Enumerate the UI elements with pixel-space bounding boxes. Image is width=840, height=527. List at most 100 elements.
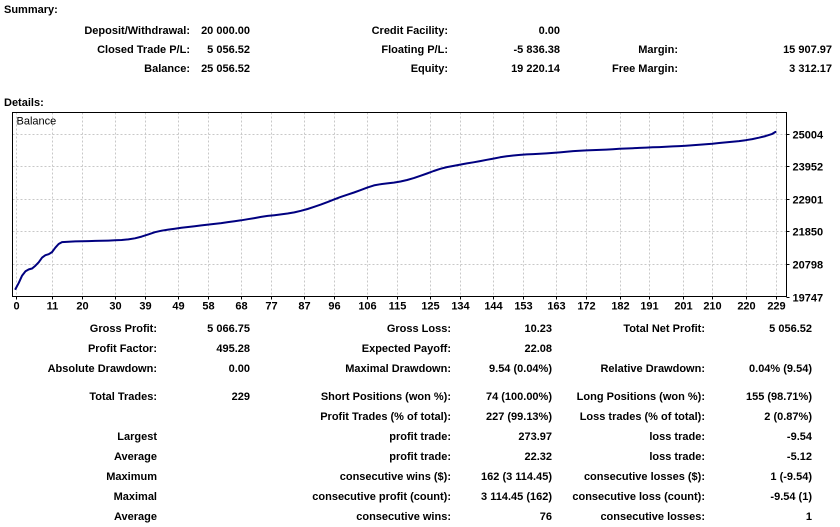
profit-trades-value: 227 (99.13%) xyxy=(485,411,552,423)
gross-loss-label: Gross Loss: xyxy=(386,323,451,335)
loss-trades-value: 2 (0.87%) xyxy=(764,411,812,423)
svg-text:134: 134 xyxy=(451,301,470,313)
absolute-drawdown-value: 0.00 xyxy=(228,363,250,375)
average-profit-trade-value: 22.32 xyxy=(524,451,552,463)
profit-trades-label: Profit Trades (% of total): xyxy=(320,411,451,423)
svg-text:77: 77 xyxy=(265,301,277,313)
avg-consecutive-wins-label: consecutive wins: xyxy=(356,511,451,523)
svg-text:20: 20 xyxy=(76,301,88,313)
short-positions-value: 74 (100.00%) xyxy=(485,391,552,403)
svg-text:19747: 19747 xyxy=(793,293,824,305)
maximal-consecutive-loss-label: consecutive loss (count): xyxy=(572,491,705,503)
avg-consecutive-wins-value: 76 xyxy=(539,511,552,523)
maximal-consecutive-profit-value: 3 114.45 (162) xyxy=(481,491,552,503)
largest-loss-trade-label: loss trade: xyxy=(649,431,705,443)
max-consecutive-wins-value: 162 (3 114.45) xyxy=(481,471,552,483)
max-consecutive-losses-value: 1 (-9.54) xyxy=(770,471,812,483)
svg-text:96: 96 xyxy=(328,301,340,313)
svg-text:25004: 25004 xyxy=(793,130,824,142)
max-consecutive-wins-label: consecutive wins ($): xyxy=(339,471,451,483)
gross-profit-value: 5 066.75 xyxy=(207,323,250,335)
margin-label: Margin: xyxy=(638,44,678,56)
svg-text:22901: 22901 xyxy=(793,195,824,207)
avg-consecutive-losses-label: consecutive losses: xyxy=(600,511,705,523)
loss-trades-label: Loss trades (% of total): xyxy=(579,411,705,423)
long-positions-value: 155 (98.71%) xyxy=(745,391,812,403)
svg-text:229: 229 xyxy=(767,301,785,313)
average-profit-trade-label: profit trade: xyxy=(389,451,451,463)
equity-label: Equity: xyxy=(410,63,448,75)
equity-value: 19 220.14 xyxy=(511,63,560,75)
margin-value: 15 907.97 xyxy=(783,44,832,56)
svg-text:11: 11 xyxy=(47,301,59,313)
svg-text:153: 153 xyxy=(514,301,532,313)
gross-profit-label: Gross Profit: xyxy=(89,323,157,335)
svg-text:58: 58 xyxy=(202,301,214,313)
largest-profit-trade-label: profit trade: xyxy=(389,431,451,443)
relative-drawdown-label: Relative Drawdown: xyxy=(600,363,705,375)
svg-text:201: 201 xyxy=(674,301,692,313)
average-loss-trade-value: -5.12 xyxy=(786,451,812,463)
svg-text:172: 172 xyxy=(577,301,595,313)
floating-pl-value: -5 836.38 xyxy=(513,44,560,56)
svg-text:125: 125 xyxy=(421,301,439,313)
closed-trade-pl-label: Closed Trade P/L: xyxy=(97,44,190,56)
relative-drawdown-value: 0.04% (9.54) xyxy=(749,363,812,375)
summary-heading: Summary: xyxy=(4,4,58,16)
svg-text:49: 49 xyxy=(172,301,184,313)
expected-payoff-value: 22.08 xyxy=(524,343,552,355)
svg-text:30: 30 xyxy=(109,301,121,313)
max-consecutive-losses-label: consecutive losses ($): xyxy=(583,471,705,483)
maximal-consecutive-profit-label: consecutive profit (count): xyxy=(312,491,451,503)
short-positions-label: Short Positions (won %): xyxy=(320,391,451,403)
svg-text:0: 0 xyxy=(13,301,19,313)
maximal-drawdown-label: Maximal Drawdown: xyxy=(345,363,451,375)
balance-value: 25 056.52 xyxy=(201,63,250,75)
largest-row-label: Largest xyxy=(117,431,157,443)
largest-profit-trade-value: 273.97 xyxy=(518,431,552,443)
total-net-profit-label: Total Net Profit: xyxy=(623,323,705,335)
average-loss-trade-label: loss trade: xyxy=(649,451,705,463)
svg-text:106: 106 xyxy=(358,301,376,313)
expected-payoff-label: Expected Payoff: xyxy=(361,343,451,355)
svg-text:115: 115 xyxy=(389,301,407,313)
deposit-withdrawal-value: 20 000.00 xyxy=(201,25,250,37)
free-margin-label: Free Margin: xyxy=(611,63,678,75)
svg-text:68: 68 xyxy=(235,301,247,313)
average-consec-row-label: Average xyxy=(113,511,157,523)
long-positions-label: Long Positions (won %): xyxy=(576,391,705,403)
svg-text:144: 144 xyxy=(484,301,503,313)
deposit-withdrawal-label: Deposit/Withdrawal: xyxy=(84,25,190,37)
svg-text:182: 182 xyxy=(611,301,629,313)
free-margin-value: 3 312.17 xyxy=(789,63,832,75)
svg-text:Balance: Balance xyxy=(17,116,57,128)
maximal-drawdown-value: 9.54 (0.04%) xyxy=(489,363,552,375)
total-net-profit-value: 5 056.52 xyxy=(769,323,812,335)
svg-text:87: 87 xyxy=(298,301,310,313)
svg-text:191: 191 xyxy=(640,301,658,313)
svg-text:210: 210 xyxy=(703,301,721,313)
maximal-row-label: Maximal xyxy=(113,491,157,503)
maximum-row-label: Maximum xyxy=(106,471,157,483)
total-trades-value: 229 xyxy=(231,391,250,403)
average-row-label: Average xyxy=(113,451,157,463)
details-heading: Details: xyxy=(4,97,44,109)
svg-text:163: 163 xyxy=(547,301,565,313)
floating-pl-label: Floating P/L: xyxy=(381,44,448,56)
profit-factor-value: 495.28 xyxy=(216,343,250,355)
balance-label: Balance: xyxy=(144,63,190,75)
credit-facility-label: Credit Facility: xyxy=(371,25,448,37)
avg-consecutive-losses-value: 1 xyxy=(805,511,812,523)
svg-text:21850: 21850 xyxy=(793,227,824,239)
svg-text:23952: 23952 xyxy=(793,162,824,174)
svg-text:39: 39 xyxy=(139,301,151,313)
profit-factor-label: Profit Factor: xyxy=(87,343,157,355)
svg-text:20798: 20798 xyxy=(793,260,824,272)
gross-loss-value: 10.23 xyxy=(524,323,552,335)
svg-text:220: 220 xyxy=(737,301,755,313)
credit-facility-value: 0.00 xyxy=(538,25,560,37)
closed-trade-pl-value: 5 056.52 xyxy=(207,44,250,56)
maximal-consecutive-loss-value: -9.54 (1) xyxy=(770,491,812,503)
